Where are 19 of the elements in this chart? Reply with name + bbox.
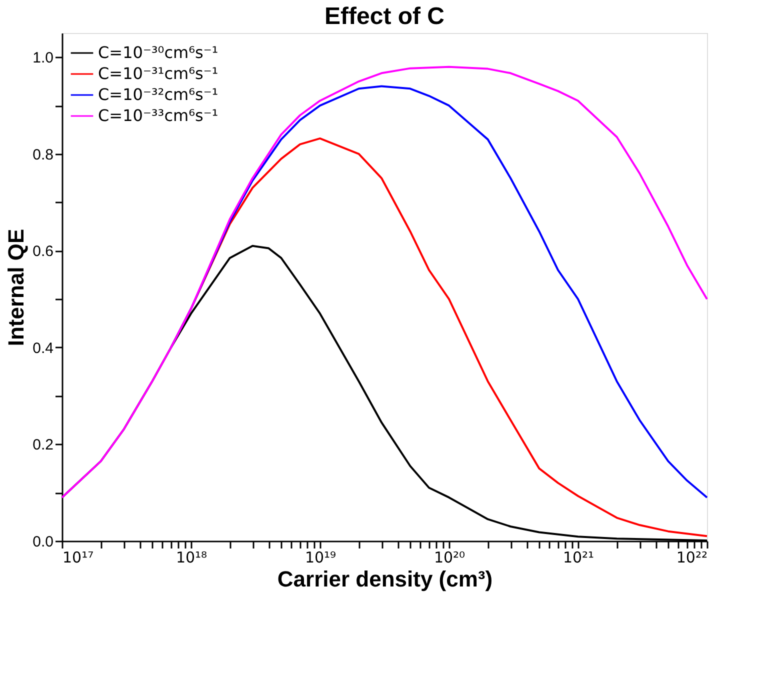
legend-label: C=10⁻³³cm⁶s⁻¹ (98, 106, 218, 125)
y-tick-label: 1.0 (32, 50, 54, 67)
x-tick-label: 10²⁰ (434, 548, 466, 566)
y-tick-label: 0.4 (32, 340, 54, 357)
chart-title: Effect of C (324, 3, 444, 30)
legend-label: C=10⁻³⁰cm⁶s⁻¹ (98, 43, 218, 62)
x-axis-title: Carrier density (cm³) (277, 566, 493, 592)
y-tick-label: 0.8 (32, 146, 54, 164)
legend-label: C=10⁻³²cm⁶s⁻¹ (98, 85, 218, 104)
y-tick-label: 0.2 (32, 436, 54, 454)
y-tick-label: 0.0 (32, 534, 54, 550)
x-tick-label: 10¹⁹ (304, 548, 336, 566)
x-tick-label: 10²² (676, 548, 708, 566)
x-tick-label: 10¹⁷ (62, 548, 94, 566)
y-axis-title: Internal QE (4, 228, 29, 346)
x-tick-label: 10²¹ (562, 548, 594, 566)
legend-label: C=10⁻³¹cm⁶s⁻¹ (98, 64, 218, 83)
y-tick-label: 0.6 (32, 243, 54, 260)
x-tick-label: 10¹⁸ (176, 548, 208, 566)
